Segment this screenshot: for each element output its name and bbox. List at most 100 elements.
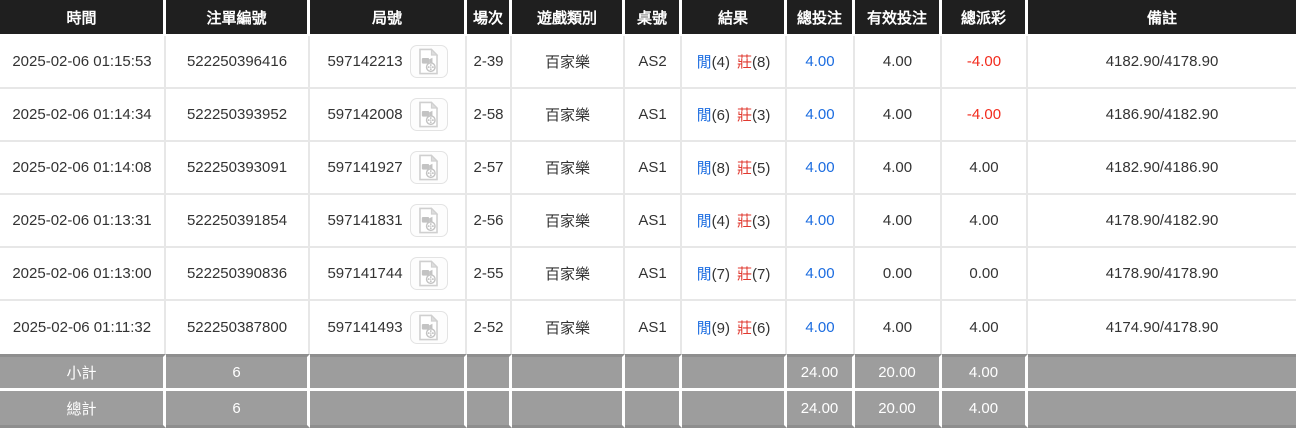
result-cell: 閒(6) 莊(3): [682, 89, 787, 142]
video-replay-button[interactable]: [409, 98, 448, 131]
game-type: 百家樂: [512, 89, 625, 142]
player-result-label: 閒: [696, 107, 712, 124]
player-result-label: 閒: [696, 266, 712, 283]
video-replay-button[interactable]: [409, 257, 448, 290]
table-number: AS1: [625, 89, 682, 142]
session: 2-56: [467, 195, 512, 248]
summary-total-bet: 24.00: [787, 391, 855, 428]
round-number: 597141927: [327, 159, 403, 176]
remark: 4178.90/4178.90: [1028, 248, 1296, 301]
video-replay-button[interactable]: [409, 204, 448, 237]
game-type: 百家樂: [512, 36, 625, 89]
summary-empty-cell: [310, 354, 467, 391]
summary-empty-cell: [1028, 391, 1296, 428]
bet-record-row: 2025-02-06 01:13:00 522250390836 5971417…: [0, 248, 1296, 301]
valid-bet: 4.00: [855, 36, 942, 89]
total-payout: 4.00: [942, 195, 1028, 248]
round-cell: 597142213: [310, 36, 467, 89]
player-result-label: 閒: [696, 320, 712, 337]
bet-id: 522250387800: [166, 301, 310, 354]
valid-bet: 4.00: [855, 142, 942, 195]
video-replay-button[interactable]: [409, 45, 448, 78]
player-result-label: 閒: [696, 213, 712, 230]
game-type: 百家樂: [512, 142, 625, 195]
banker-result-value: (3): [752, 213, 771, 230]
session: 2-55: [467, 248, 512, 301]
summary-empty-cell: [625, 354, 682, 391]
round-cell: 597141744: [310, 248, 467, 301]
banker-result-value: (6): [752, 320, 771, 337]
bet-record-row: 2025-02-06 01:11:32 522250387800 5971414…: [0, 301, 1296, 354]
bet-record-row: 2025-02-06 01:13:31 522250391854 5971418…: [0, 195, 1296, 248]
game-type: 百家樂: [512, 195, 625, 248]
remark: 4186.90/4182.90: [1028, 89, 1296, 142]
table-number: AS1: [625, 248, 682, 301]
game-type: 百家樂: [512, 248, 625, 301]
round-cell: 597142008: [310, 89, 467, 142]
bet-id: 522250390836: [166, 248, 310, 301]
remark: 4182.90/4178.90: [1028, 36, 1296, 89]
column-header-session: 場次: [467, 0, 512, 36]
summary-valid-bet: 20.00: [855, 391, 942, 428]
total-bet: 4.00: [787, 248, 855, 301]
summary-label: 總計: [0, 391, 166, 428]
column-header-total_bet: 總投注: [787, 0, 855, 36]
round-number: 597141744: [327, 265, 403, 282]
result-cell: 閒(7) 莊(7): [682, 248, 787, 301]
column-header-result: 結果: [682, 0, 787, 36]
round-cell: 597141831: [310, 195, 467, 248]
player-result-value: (9): [711, 320, 730, 337]
banker-result-value: (7): [752, 266, 771, 283]
video-file-icon: [417, 154, 440, 181]
player-result-label: 閒: [696, 54, 712, 71]
result-cell: 閒(8) 莊(5): [682, 142, 787, 195]
remark: 4178.90/4182.90: [1028, 195, 1296, 248]
video-replay-button[interactable]: [409, 311, 448, 344]
bet-time: 2025-02-06 01:11:32: [0, 301, 166, 354]
summary-empty-cell: [467, 391, 512, 428]
session: 2-52: [467, 301, 512, 354]
summary-empty-cell: [467, 354, 512, 391]
player-result-value: (7): [711, 266, 730, 283]
video-file-icon: [417, 260, 440, 287]
banker-result-label: 莊: [737, 266, 753, 283]
banker-result-label: 莊: [737, 107, 753, 124]
valid-bet: 4.00: [855, 89, 942, 142]
table-number: AS1: [625, 195, 682, 248]
summary-empty-cell: [682, 391, 787, 428]
bet-time: 2025-02-06 01:15:53: [0, 36, 166, 89]
bet-record-row: 2025-02-06 01:15:53 522250396416 5971422…: [0, 36, 1296, 89]
round-cell: 597141493: [310, 301, 467, 354]
valid-bet: 0.00: [855, 248, 942, 301]
remark: 4182.90/4186.90: [1028, 142, 1296, 195]
summary-empty-cell: [512, 391, 625, 428]
column-header-table_no: 桌號: [625, 0, 682, 36]
banker-result-value: (5): [752, 160, 771, 177]
summary-total-payout: 4.00: [942, 354, 1028, 391]
video-replay-button[interactable]: [409, 151, 448, 184]
total-payout: 4.00: [942, 301, 1028, 354]
table-number: AS1: [625, 142, 682, 195]
remark: 4174.90/4178.90: [1028, 301, 1296, 354]
column-header-game_type: 遊戲類別: [512, 0, 625, 36]
session: 2-58: [467, 89, 512, 142]
subtotal-row: 小計 6 24.00 20.00 4.00: [0, 354, 1296, 391]
bet-record-row: 2025-02-06 01:14:34 522250393952 5971420…: [0, 89, 1296, 142]
column-header-total_payout: 總派彩: [942, 0, 1028, 36]
column-header-valid_bet: 有效投注: [855, 0, 942, 36]
total-bet: 4.00: [787, 36, 855, 89]
summary-empty-cell: [512, 354, 625, 391]
round-number: 597141831: [327, 212, 403, 229]
grand-total-row: 總計 6 24.00 20.00 4.00: [0, 391, 1296, 428]
player-result-value: (8): [711, 160, 730, 177]
player-result-label: 閒: [696, 160, 712, 177]
video-file-icon: [417, 48, 440, 75]
bet-id: 522250396416: [166, 36, 310, 89]
round-number: 597142213: [327, 53, 403, 70]
bet-id: 522250393091: [166, 142, 310, 195]
total-bet: 4.00: [787, 195, 855, 248]
summary-empty-cell: [682, 354, 787, 391]
bet-id: 522250391854: [166, 195, 310, 248]
banker-result-label: 莊: [737, 320, 753, 337]
round-cell: 597141927: [310, 142, 467, 195]
